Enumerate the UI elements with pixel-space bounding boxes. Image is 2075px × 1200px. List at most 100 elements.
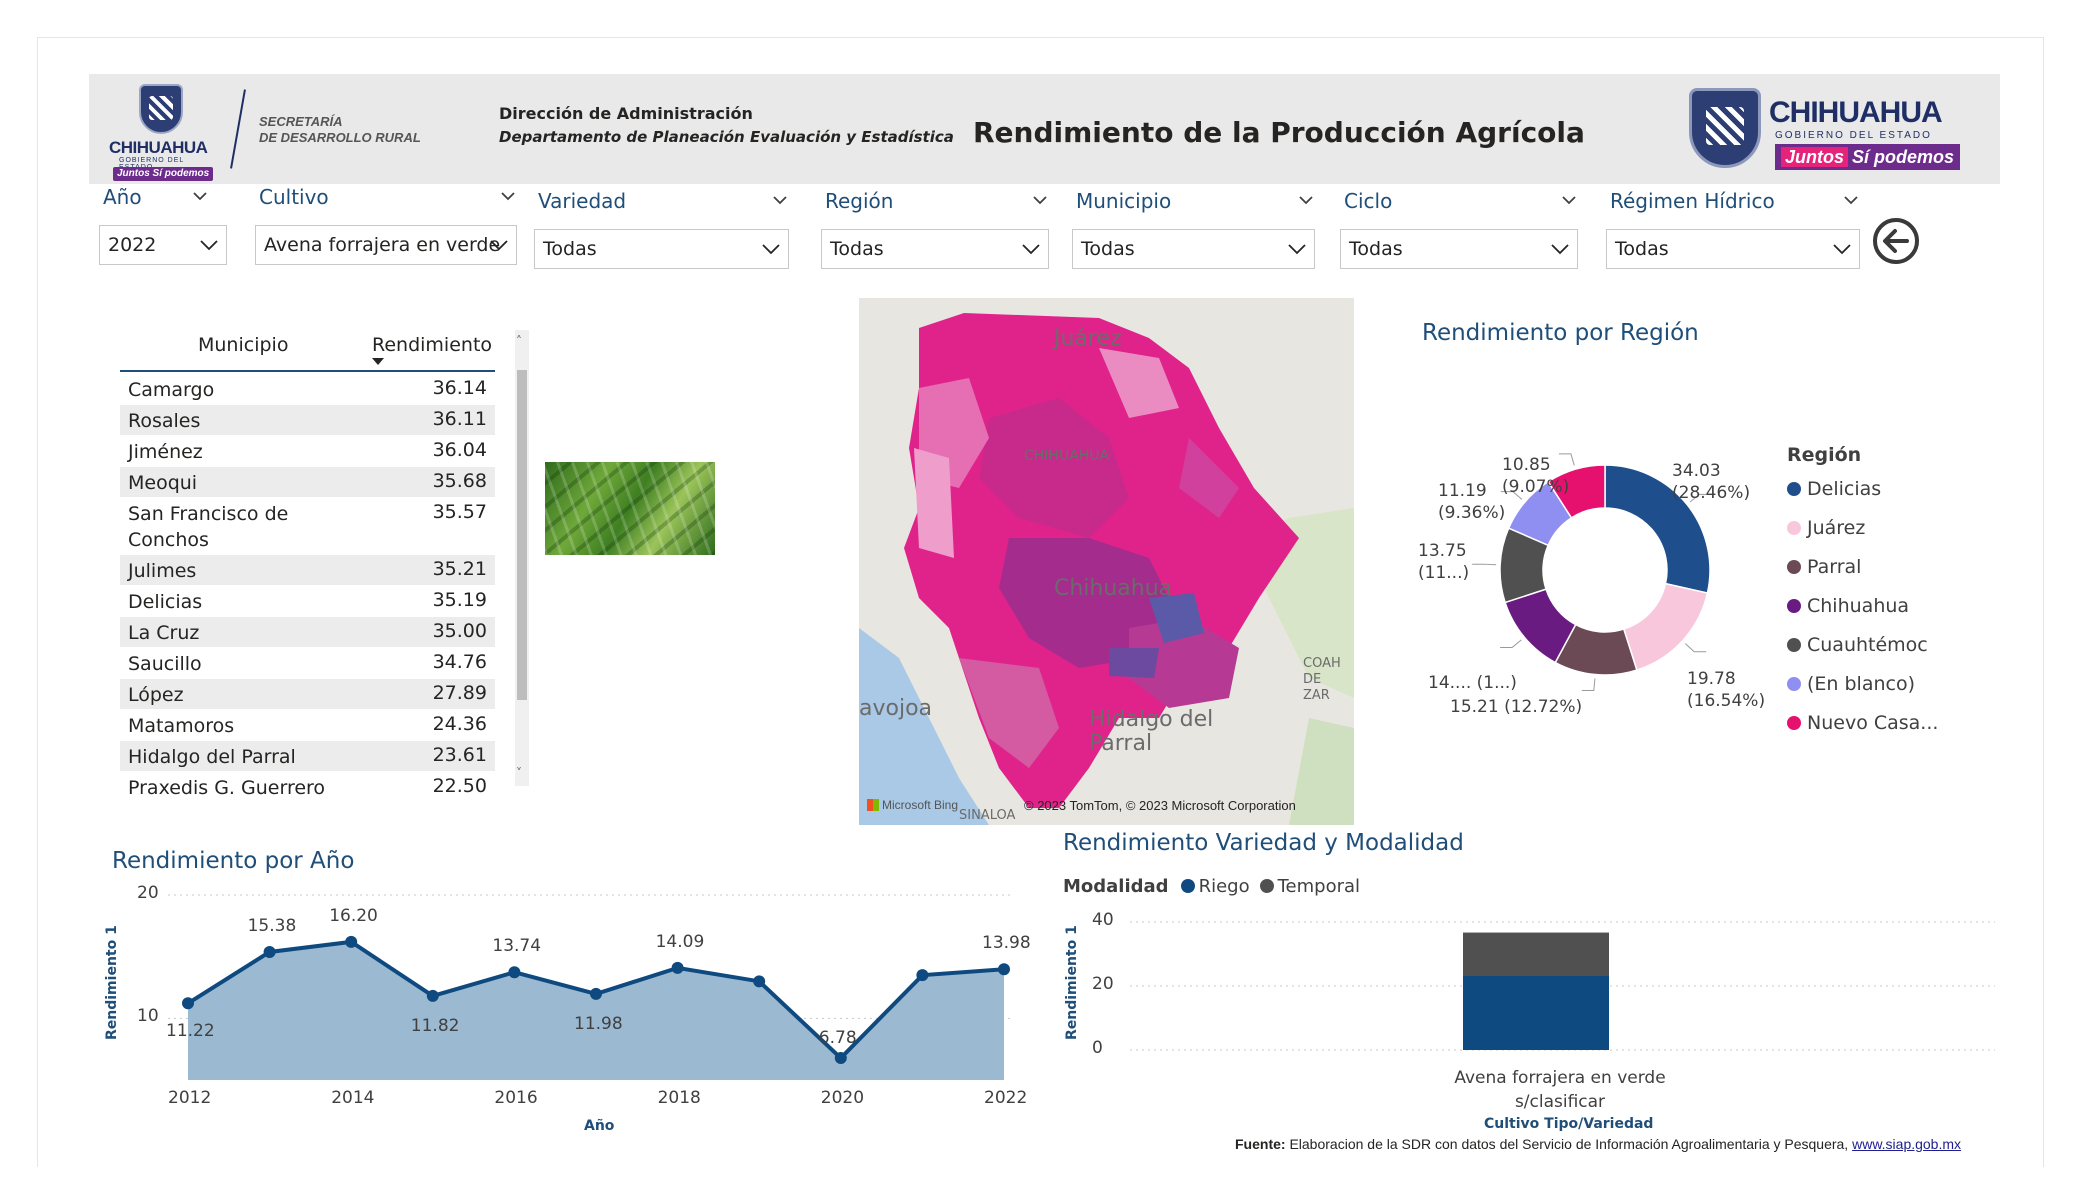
cell-rendimiento: 36.04 — [432, 439, 487, 461]
map-credit: © 2023 TomTom, © 2023 Microsoft Corporat… — [1024, 798, 1296, 813]
chevron-down-icon[interactable] — [1299, 193, 1313, 207]
bar-segment-riego[interactable] — [1463, 975, 1609, 1050]
donut-slice-6[interactable] — [1547, 464, 1606, 519]
variety-chart-title: Rendimiento Variedad y Modalidad — [1063, 830, 1464, 856]
region-legend-item[interactable]: Nuevo Casa... — [1787, 712, 1938, 734]
table-scrollbar[interactable]: ˄ ˅ — [515, 330, 529, 786]
data-point[interactable] — [834, 1052, 847, 1065]
slicer-dropdown[interactable]: Todas — [1606, 229, 1860, 269]
column-header-municipio[interactable]: Municipio — [198, 334, 289, 356]
chevron-down-icon[interactable] — [490, 238, 508, 252]
data-point[interactable] — [263, 945, 276, 958]
slicer-dropdown[interactable]: Todas — [1340, 229, 1578, 269]
year-chart-title: Rendimiento por Año — [112, 848, 355, 874]
region-legend-item[interactable]: (En blanco) — [1787, 673, 1915, 695]
data-point[interactable] — [671, 961, 684, 974]
point-label: 15.38 — [247, 915, 297, 936]
table-row[interactable]: Camargo 36.14 — [120, 374, 495, 404]
map-label-parral: Hidalgo del Parral — [1089, 707, 1214, 756]
chevron-down-icon[interactable] — [1833, 242, 1851, 256]
data-point[interactable] — [753, 975, 766, 988]
scroll-down-icon[interactable]: ˅ — [516, 766, 522, 780]
variety-bar-chart[interactable] — [1100, 900, 2000, 1070]
slicer-0[interactable]: Año 2022 — [99, 185, 227, 267]
y-tick: 20 — [1092, 974, 1114, 994]
table-row[interactable]: Saucillo 34.76 — [120, 648, 495, 678]
data-point[interactable] — [998, 963, 1010, 976]
donut-slice-1[interactable] — [1622, 582, 1709, 672]
slicer-4[interactable]: Municipio Todas — [1072, 189, 1315, 271]
back-arrow-icon[interactable] — [1871, 216, 1921, 266]
donut-leader-0 — [1689, 493, 1712, 503]
table-row[interactable]: Rosales 36.11 — [120, 405, 495, 435]
logo-sub: GOBIERNO DEL ESTADO — [1775, 130, 1932, 141]
legend-riego[interactable]: Riego — [1198, 876, 1250, 897]
chevron-down-icon[interactable] — [501, 189, 515, 203]
slicer-6[interactable]: Régimen Hídrico Todas — [1606, 189, 1860, 271]
slicer-dropdown[interactable]: Todas — [534, 229, 789, 269]
table-row[interactable]: San Francisco de Conchos 35.57 — [120, 498, 495, 554]
region-legend-item[interactable]: Juárez — [1787, 517, 1865, 539]
scroll-up-icon[interactable]: ˄ — [516, 334, 522, 348]
slicer-dropdown[interactable]: Todas — [821, 229, 1049, 269]
table-row[interactable]: Hidalgo del Parral 23.61 — [120, 741, 495, 771]
slicer-dropdown[interactable]: Avena forrajera en verde — [255, 225, 517, 265]
chevron-down-icon[interactable] — [1288, 242, 1306, 256]
region-map[interactable]: Juárez CHIHUAHUA Chihuahua Hidalgo del P… — [859, 298, 1354, 825]
scroll-thumb[interactable] — [517, 370, 527, 700]
slicer-5[interactable]: Ciclo Todas — [1340, 189, 1578, 271]
table-row[interactable]: La Cruz 35.00 — [120, 617, 495, 647]
table-row[interactable]: Meoqui 35.68 — [120, 467, 495, 497]
riego-dot-icon — [1180, 879, 1195, 893]
bar-segment-temporal[interactable] — [1463, 932, 1609, 976]
data-point[interactable] — [426, 989, 439, 1002]
data-point[interactable] — [916, 969, 929, 982]
region-legend-item[interactable]: Parral — [1787, 556, 1861, 578]
chevron-down-icon[interactable] — [762, 242, 780, 256]
legend-label: Delicias — [1807, 478, 1882, 500]
map-svg — [859, 298, 1354, 825]
column-header-rendimiento[interactable]: Rendimiento — [372, 334, 493, 356]
table-row[interactable]: Matamoros 24.36 — [120, 710, 495, 740]
bing-label: Microsoft Bing — [882, 798, 959, 812]
region-legend-item[interactable]: Delicias — [1787, 478, 1881, 500]
table-row[interactable]: Praxedis G. Guerrero 22.50 — [120, 772, 495, 802]
slicer-dropdown[interactable]: Todas — [1072, 229, 1315, 269]
cell-municipio: Jiménez — [128, 441, 203, 463]
temporal-dot-icon — [1259, 879, 1274, 893]
chevron-down-icon[interactable] — [773, 193, 787, 207]
legend-label: Chihuahua — [1807, 595, 1910, 617]
map-label-juarez: Juárez — [1054, 326, 1122, 351]
slicer-1[interactable]: Cultivo Avena forrajera en verde — [255, 185, 517, 267]
chevron-down-icon[interactable] — [1551, 242, 1569, 256]
chevron-down-icon[interactable] — [1844, 193, 1858, 207]
point-label: 11.82 — [410, 1015, 460, 1036]
donut-slice-0[interactable] — [1604, 464, 1711, 594]
table-row[interactable]: Jiménez 36.04 — [120, 436, 495, 466]
data-point[interactable] — [508, 966, 521, 979]
year-area-chart[interactable] — [100, 880, 1050, 1120]
cell-rendimiento: 36.11 — [432, 408, 487, 430]
bing-attribution: Microsoft Bing — [867, 798, 958, 812]
x-tick: 2012 — [168, 1088, 212, 1108]
chevron-down-icon[interactable] — [1033, 193, 1047, 207]
chevron-down-icon[interactable] — [193, 189, 207, 203]
legend-temporal[interactable]: Temporal — [1277, 876, 1361, 897]
table-row[interactable]: Julimes 35.21 — [120, 555, 495, 585]
slicer-2[interactable]: Variedad Todas — [534, 189, 789, 271]
slicer-3[interactable]: Región Todas — [821, 189, 1049, 271]
slicer-dropdown[interactable]: 2022 — [99, 225, 227, 265]
region-donut-chart[interactable] — [1400, 430, 1780, 730]
chevron-down-icon[interactable] — [1562, 193, 1576, 207]
chevron-down-icon[interactable] — [200, 238, 218, 252]
region-legend-item[interactable]: Cuauhtémoc — [1787, 634, 1928, 656]
chevron-down-icon[interactable] — [1022, 242, 1040, 256]
data-point[interactable] — [345, 935, 358, 948]
data-point[interactable] — [590, 987, 602, 1000]
siap-link[interactable]: www.siap.gob.mx — [1852, 1136, 1962, 1152]
juntos-badge: Juntos Sí podemos — [113, 167, 214, 181]
region-legend-item[interactable]: Chihuahua — [1787, 595, 1909, 617]
table-row[interactable]: Delicias 35.19 — [120, 586, 495, 616]
table-row[interactable]: López 27.89 — [120, 679, 495, 709]
data-point[interactable] — [182, 997, 194, 1010]
